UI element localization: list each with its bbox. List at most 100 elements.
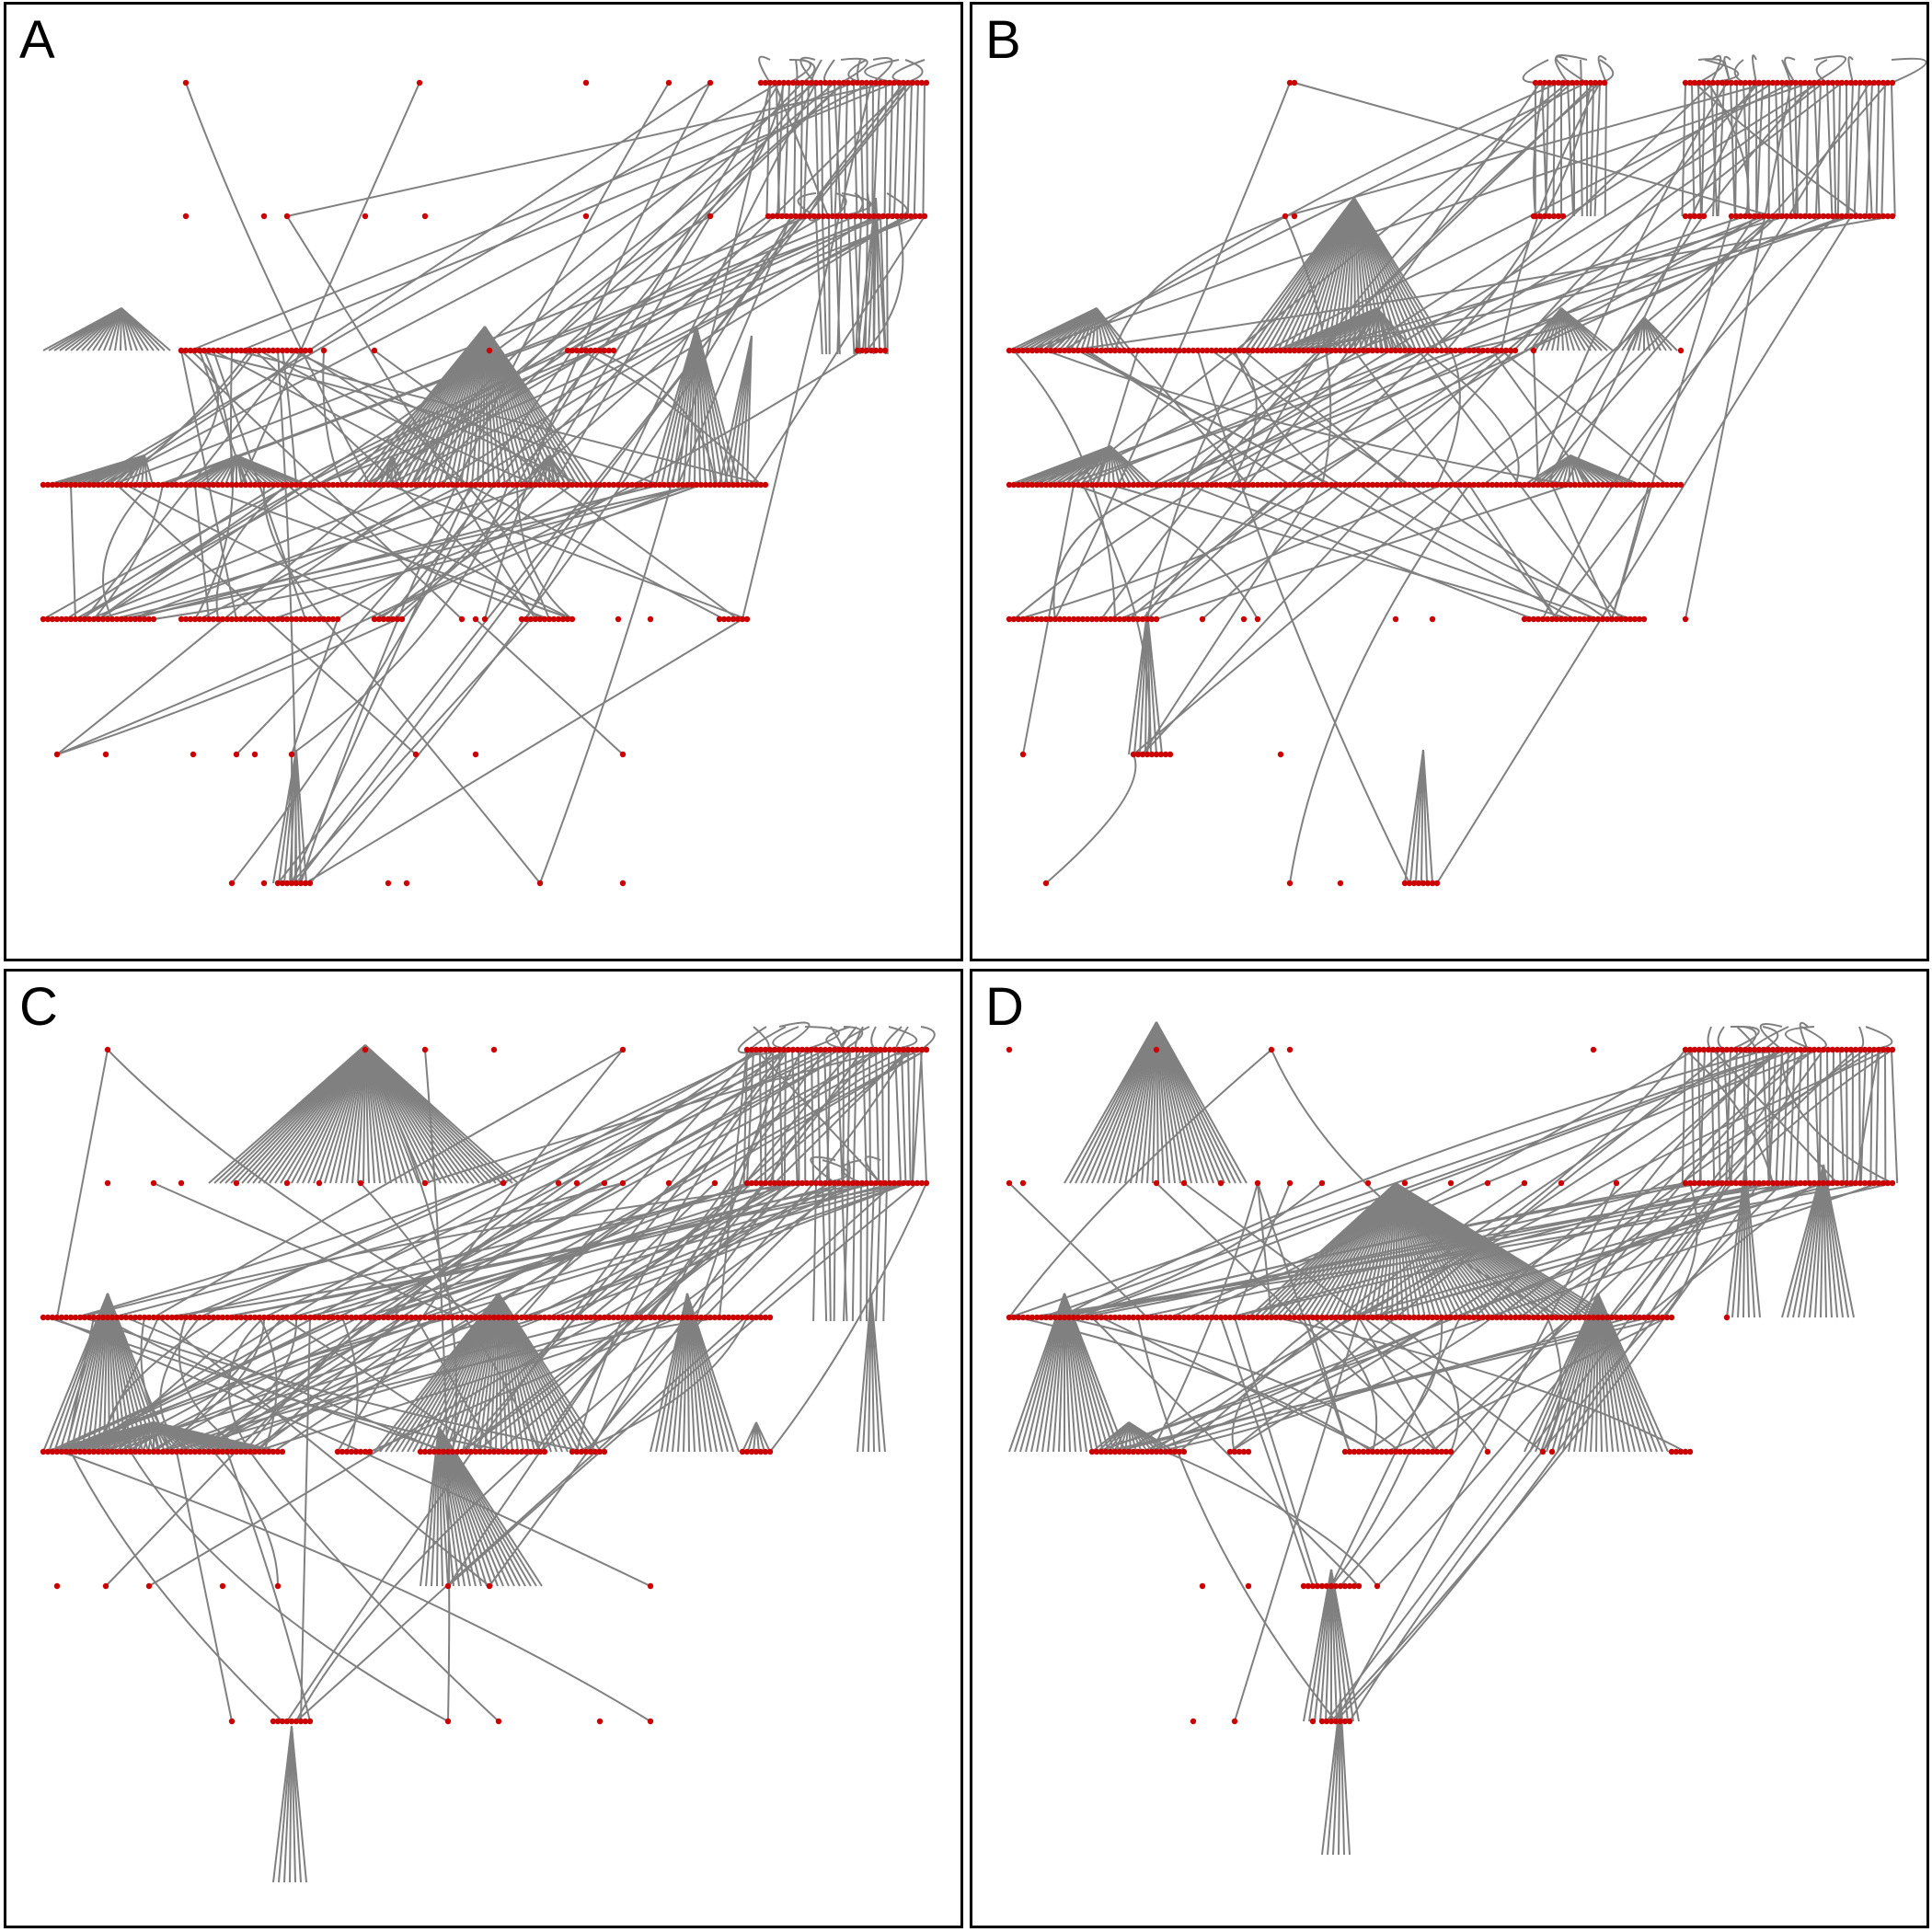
node — [1392, 1448, 1399, 1455]
node — [435, 1314, 443, 1321]
edge — [1064, 1317, 1401, 1453]
node — [279, 1314, 286, 1321]
edge — [1574, 1049, 1783, 1318]
node — [1397, 1314, 1404, 1321]
node — [53, 481, 61, 489]
node — [785, 1179, 792, 1187]
node — [1093, 1448, 1100, 1455]
node — [1318, 1582, 1326, 1590]
node — [1631, 615, 1639, 623]
node — [1374, 1582, 1381, 1590]
node — [697, 481, 705, 489]
node — [357, 1179, 364, 1187]
node — [1673, 481, 1680, 489]
node — [1093, 1314, 1100, 1321]
node — [1686, 1046, 1694, 1053]
edge — [530, 1182, 789, 1318]
node — [1157, 1448, 1165, 1455]
node — [1696, 1046, 1703, 1053]
node — [72, 1314, 79, 1321]
node — [1774, 1179, 1781, 1187]
node — [550, 481, 558, 489]
node — [1139, 481, 1146, 489]
node — [757, 1046, 765, 1053]
node — [1323, 1718, 1330, 1725]
node — [1792, 79, 1800, 86]
node — [1401, 1448, 1409, 1455]
node — [1286, 1179, 1294, 1187]
edge — [911, 1049, 915, 1184]
node — [1470, 347, 1478, 354]
node — [210, 1314, 217, 1321]
node — [914, 1046, 921, 1053]
node — [1148, 1314, 1156, 1321]
edge — [548, 454, 572, 486]
node — [1525, 1314, 1533, 1321]
node — [306, 880, 314, 887]
node — [1525, 481, 1533, 489]
node — [900, 79, 907, 86]
node — [1415, 481, 1422, 489]
node — [1880, 1046, 1887, 1053]
edge — [847, 215, 856, 355]
node — [1309, 347, 1317, 354]
node — [339, 481, 346, 489]
node — [1760, 79, 1767, 86]
node — [178, 1314, 185, 1321]
edge — [1501, 350, 1668, 486]
node — [1286, 347, 1294, 354]
node — [1111, 347, 1119, 354]
node — [1875, 1179, 1882, 1187]
node — [1801, 213, 1809, 220]
edge — [65, 1317, 95, 1453]
node — [472, 751, 479, 758]
node — [1088, 1448, 1096, 1455]
node — [274, 1448, 282, 1455]
node — [1585, 481, 1593, 489]
edge — [1054, 350, 1337, 486]
node — [766, 1179, 774, 1187]
edge — [590, 1049, 877, 1318]
node — [76, 1448, 84, 1455]
network-graph-a — [40, 55, 930, 887]
node — [348, 1314, 355, 1321]
node — [1498, 1314, 1505, 1321]
edge — [111, 484, 697, 620]
edge — [61, 1451, 651, 1722]
node — [1268, 1314, 1275, 1321]
node — [219, 1448, 226, 1455]
node — [1144, 481, 1151, 489]
edge — [401, 484, 532, 620]
node — [647, 1582, 654, 1590]
node — [1102, 481, 1110, 489]
node — [1530, 615, 1537, 623]
node — [1314, 1314, 1321, 1321]
edge — [1031, 350, 1374, 486]
node — [1875, 213, 1882, 220]
node — [1420, 481, 1427, 489]
node — [1608, 481, 1616, 489]
node — [1576, 1314, 1583, 1321]
node — [711, 481, 719, 489]
node — [861, 213, 868, 220]
node — [53, 1448, 61, 1455]
node — [67, 615, 75, 623]
node — [1594, 615, 1602, 623]
node — [76, 615, 84, 623]
node — [1613, 481, 1620, 489]
node — [196, 615, 203, 623]
node — [1875, 79, 1882, 86]
edge — [894, 1049, 903, 1184]
edge — [1537, 82, 1889, 486]
node — [513, 481, 521, 489]
node — [1512, 347, 1519, 354]
edge — [84, 82, 780, 486]
node — [136, 481, 144, 489]
node — [734, 481, 742, 489]
edge — [875, 197, 886, 351]
edge — [696, 326, 740, 486]
edge — [1197, 350, 1410, 884]
node — [1843, 1046, 1850, 1053]
node — [1038, 615, 1045, 623]
edge — [1681, 82, 1686, 217]
